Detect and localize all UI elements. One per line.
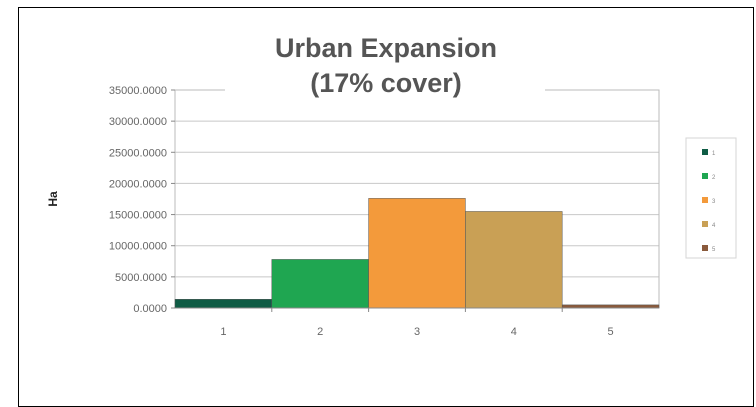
- y-tick-label: 10000.0000: [109, 241, 167, 253]
- y-tick-label: 20000.0000: [109, 178, 167, 190]
- legend-label: 1: [712, 151, 716, 157]
- x-axis-ticks: 1 2 3 4 5: [220, 308, 614, 338]
- x-tick-label: 3: [414, 326, 420, 338]
- y-tick-label: 5000.0000: [115, 272, 167, 284]
- legend-label: 2: [712, 175, 716, 181]
- legend-label: 4: [712, 223, 716, 229]
- legend-label: 3: [712, 199, 716, 205]
- y-tick-label: 35000.0000: [109, 85, 167, 97]
- x-tick-label: 2: [317, 326, 323, 338]
- y-axis-label: Ha: [46, 191, 60, 207]
- legend-swatch: [702, 221, 708, 227]
- chart-title-line-1: Urban Expansion: [275, 33, 497, 63]
- x-tick-label: 1: [220, 326, 226, 338]
- bars: [174, 198, 660, 309]
- y-tick-label: 25000.0000: [109, 147, 167, 159]
- legend: 1 2 3 4 5: [702, 149, 716, 253]
- bar: [271, 259, 369, 309]
- legend-swatch: [702, 149, 708, 155]
- bar: [368, 198, 466, 309]
- chart-title-line-2: (17% cover): [310, 68, 462, 98]
- y-tick-label: 30000.0000: [109, 116, 167, 128]
- legend-label: 5: [712, 247, 716, 253]
- x-tick-label: 5: [608, 326, 614, 338]
- title-background: [225, 70, 545, 102]
- y-tick-label: 15000.0000: [109, 210, 167, 222]
- x-tick-label: 4: [511, 326, 517, 338]
- legend-swatch: [702, 245, 708, 251]
- bar: [174, 299, 273, 309]
- y-tick-label: 0.0000: [133, 303, 167, 315]
- legend-swatch: [702, 173, 708, 179]
- legend-box: [685, 137, 737, 259]
- y-axis-ticks: 0.0000 5000.0000 10000.0000 15000.0000 20000…: [109, 85, 175, 315]
- legend-swatch: [702, 197, 708, 203]
- bar: [465, 211, 563, 309]
